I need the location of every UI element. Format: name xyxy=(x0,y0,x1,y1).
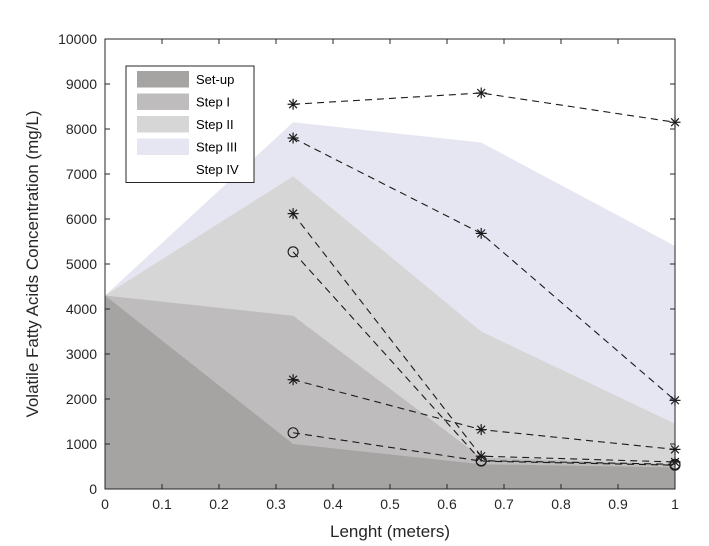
asterisk-marker xyxy=(287,208,299,220)
legend-label: Set-up xyxy=(196,72,234,87)
y-tick-label: 9000 xyxy=(66,76,97,92)
x-tick-label: 0.7 xyxy=(494,496,514,512)
circle-marker xyxy=(475,455,487,467)
x-axis-ticks: 0 0.1 0.2 0.3 0.4 0.5 0.6 0.7 0.8 0.9 1 xyxy=(101,39,679,512)
legend: Set-up Step I Step II Step III Step IV xyxy=(125,65,255,183)
x-tick-label: 0 xyxy=(101,496,109,512)
x-tick-label: 0.2 xyxy=(209,496,229,512)
legend-swatch xyxy=(137,161,189,178)
circle-marker xyxy=(287,246,299,258)
area-set-up xyxy=(105,295,675,489)
x-tick-label: 0.3 xyxy=(266,496,286,512)
dashed-series-1 xyxy=(287,87,681,128)
dashed-series-layer xyxy=(287,87,681,471)
dashed-line xyxy=(293,432,676,466)
legend-item: Set-up xyxy=(137,71,234,88)
legend-swatch xyxy=(137,116,189,133)
y-axis-label: Volatile Fatty Acids Concentration (mg/L… xyxy=(23,110,42,417)
legend-label: Step IV xyxy=(196,162,239,177)
asterisk-marker xyxy=(287,132,299,144)
asterisk-marker xyxy=(287,374,299,386)
y-tick-label: 7000 xyxy=(66,166,97,182)
y-tick-label: 10000 xyxy=(58,31,97,47)
y-tick-label: 6000 xyxy=(66,211,97,227)
x-tick-label: 0.1 xyxy=(152,496,172,512)
circle-marker xyxy=(287,427,299,439)
asterisk-marker xyxy=(475,424,487,436)
area-layer xyxy=(105,122,675,489)
dashed-line xyxy=(293,92,676,123)
x-tick-label: 0.8 xyxy=(551,496,571,512)
legend-item: Step IV xyxy=(137,161,239,178)
x-axis-label: Lenght (meters) xyxy=(330,522,450,541)
y-tick-label: 4000 xyxy=(66,301,97,317)
y-tick-label: 5000 xyxy=(66,256,97,272)
x-tick-label: 0.5 xyxy=(380,496,400,512)
x-tick-label: 0.6 xyxy=(437,496,457,512)
legend-swatch xyxy=(137,71,189,88)
x-tick-label: 1 xyxy=(671,496,679,512)
legend-swatch xyxy=(137,138,189,155)
y-tick-label: 8000 xyxy=(66,121,97,137)
legend-label: Step I xyxy=(196,95,230,110)
y-axis-ticks: 0 1000 2000 3000 4000 5000 6000 7000 8000 9000 100… xyxy=(58,31,675,497)
x-tick-label: 0.4 xyxy=(323,496,343,512)
legend-label: Step II xyxy=(196,117,234,132)
asterisk-marker xyxy=(287,98,299,110)
y-tick-label: 1000 xyxy=(66,436,97,452)
y-tick-label: 0 xyxy=(89,481,97,497)
legend-item: Step I xyxy=(137,93,230,110)
legend-label: Step III xyxy=(196,140,237,155)
legend-item: Step II xyxy=(137,116,234,133)
legend-swatch xyxy=(137,93,189,110)
asterisk-marker xyxy=(475,87,487,99)
x-tick-label: 0.9 xyxy=(608,496,628,512)
legend-item: Step III xyxy=(137,138,237,155)
y-tick-label: 2000 xyxy=(66,391,97,407)
dashed-line xyxy=(292,251,676,465)
asterisk-marker xyxy=(475,227,487,239)
y-tick-label: 3000 xyxy=(66,346,97,362)
